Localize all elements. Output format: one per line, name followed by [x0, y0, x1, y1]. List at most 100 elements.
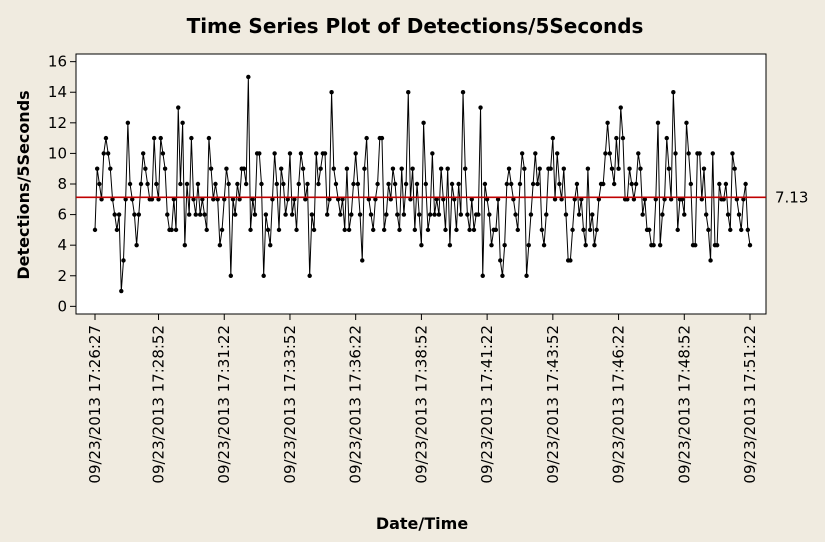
data-point: [708, 258, 713, 263]
data-point: [668, 197, 674, 202]
data-point: [734, 197, 740, 202]
data-point: [717, 181, 722, 187]
data-point: [476, 212, 481, 217]
data-point: [526, 242, 531, 248]
data-point: [614, 135, 619, 141]
data-point: [202, 212, 207, 217]
data-point: [191, 197, 196, 202]
data-point: [471, 227, 477, 233]
data-point: [342, 227, 347, 233]
data-point: [653, 197, 658, 202]
data-point: [561, 166, 566, 171]
data-point: [728, 227, 733, 233]
data-point: [438, 166, 444, 171]
data-point: [381, 227, 387, 233]
data-point: [329, 90, 334, 95]
data-point: [684, 120, 689, 126]
y-axis: 0 2 4 6 8 10 12 14 16: [48, 53, 76, 315]
data-point: [292, 197, 297, 202]
data-point: [200, 197, 205, 202]
plot-area: [75, 53, 767, 315]
data-point: [456, 181, 461, 187]
data-point: [116, 212, 122, 217]
x-tick-label: 09/23/2013 17:48:52: [675, 325, 693, 484]
data-point: [386, 181, 391, 187]
data-point: [206, 135, 212, 141]
y-axis-label: Detections/5Seconds: [14, 90, 33, 279]
data-point: [134, 242, 139, 248]
data-point: [730, 151, 735, 156]
data-point: [605, 120, 610, 126]
data-point: [204, 227, 209, 233]
data-point: [509, 181, 514, 187]
data-point: [570, 227, 575, 233]
data-point: [504, 181, 510, 187]
x-tick-label: 09/23/2013 17:28:52: [150, 325, 168, 484]
data-point: [108, 166, 113, 171]
data-point: [544, 212, 549, 217]
data-point: [458, 212, 464, 217]
data-point: [638, 166, 643, 171]
x-tick-label: 09/23/2013 17:26:27: [86, 325, 104, 484]
data-point: [92, 227, 98, 233]
data-point: [298, 151, 304, 156]
data-point: [460, 90, 466, 95]
data-point: [671, 90, 676, 95]
data-point: [703, 212, 709, 217]
data-point: [563, 212, 569, 217]
x-tick-label: 09/23/2013 17:41:22: [478, 325, 496, 484]
data-point: [268, 242, 273, 248]
data-point: [355, 181, 361, 187]
data-point: [162, 166, 168, 171]
data-point: [541, 242, 547, 248]
data-point: [443, 227, 448, 233]
data-point: [388, 197, 393, 202]
data-point: [171, 197, 177, 202]
data-point: [178, 181, 183, 187]
data-point: [679, 197, 685, 202]
data-point: [235, 181, 240, 187]
data-point: [463, 166, 468, 171]
data-point: [371, 227, 376, 233]
data-point: [228, 273, 234, 278]
data-point: [145, 181, 150, 187]
data-point: [379, 135, 385, 141]
data-point: [248, 227, 253, 233]
data-point: [736, 212, 742, 217]
data-point: [259, 181, 264, 187]
data-point: [434, 197, 439, 202]
data-point: [384, 212, 389, 217]
data-point: [725, 212, 731, 217]
data-point: [436, 212, 442, 217]
data-point: [579, 197, 584, 202]
data-point: [230, 197, 236, 202]
data-point: [697, 151, 702, 156]
data-point: [362, 166, 367, 171]
data-point: [620, 135, 626, 141]
reference-line-label: 7.13: [775, 188, 808, 206]
data-point: [149, 197, 155, 202]
data-point: [123, 197, 128, 202]
data-point: [506, 166, 512, 171]
reference-line-layer: 7.13: [76, 188, 808, 206]
data-point: [246, 74, 251, 80]
data-point: [208, 166, 214, 171]
data-point: [662, 197, 667, 202]
data-point: [151, 135, 157, 141]
data-point: [335, 197, 341, 202]
data-point: [701, 166, 707, 171]
series-line: [94, 76, 751, 292]
data-point: [627, 166, 632, 171]
data-point: [307, 273, 312, 278]
data-point: [375, 181, 380, 187]
data-point: [344, 166, 350, 171]
data-point: [657, 242, 663, 248]
data-point: [215, 197, 220, 202]
data-point: [119, 288, 124, 294]
data-point: [395, 212, 400, 217]
data-point: [633, 181, 639, 187]
data-point: [557, 181, 562, 187]
data-point: [611, 181, 617, 187]
data-point: [721, 197, 726, 202]
